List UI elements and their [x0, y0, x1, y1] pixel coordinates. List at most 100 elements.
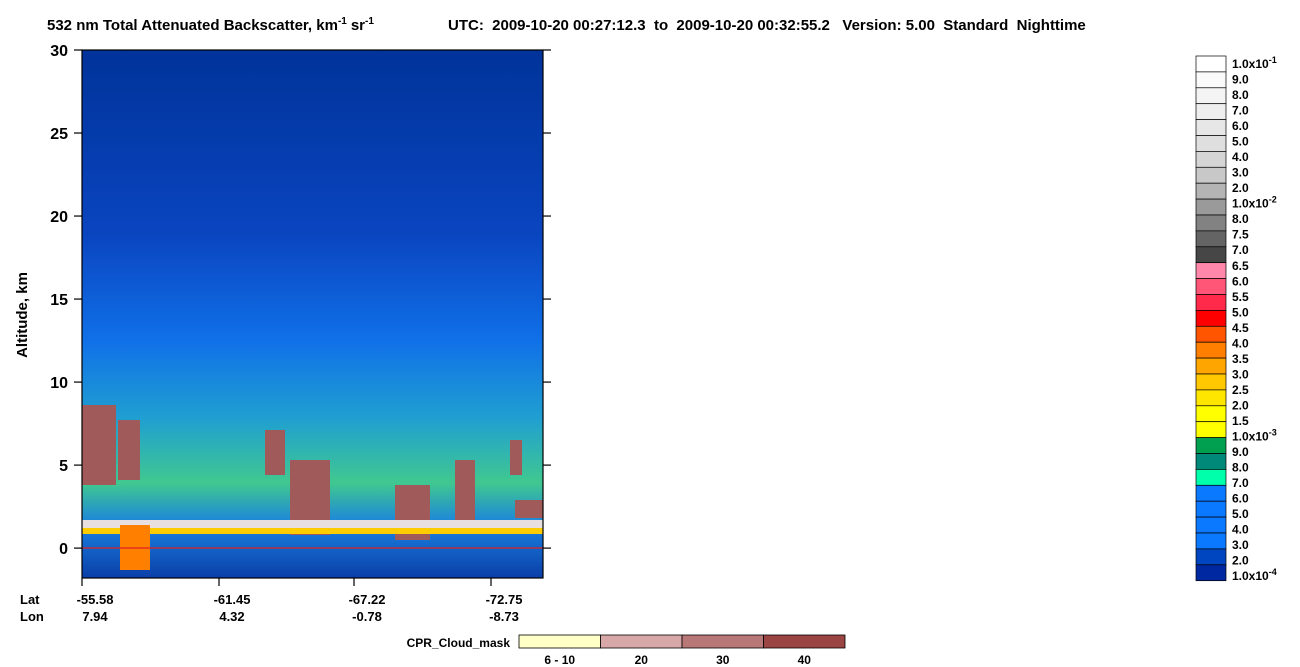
y-tick-label: 25: [50, 126, 68, 143]
colorbar-label: 1.5: [1232, 414, 1249, 428]
colorbar-box: [1195, 341, 1227, 359]
plot-frame: [81, 49, 544, 579]
colorbar-label: 7.5: [1232, 228, 1249, 242]
colorbar-box: [1195, 310, 1227, 327]
cloud-mask-box: [763, 634, 846, 649]
cloud-mask-label: 30: [716, 653, 730, 667]
colorbar-box: [1195, 262, 1227, 279]
colorbar-label: 2.0: [1232, 398, 1249, 412]
colorbar-box: [1195, 564, 1227, 582]
colorbar-box: [1195, 182, 1227, 200]
colorbar-label: 4.0: [1232, 523, 1249, 537]
colorbar-box: [1195, 469, 1227, 486]
cloud-mask-title: CPR_Cloud_mask: [407, 636, 511, 650]
y-axis-label: Altitude, km: [14, 272, 31, 358]
colorbar-label: 5.0: [1232, 135, 1249, 149]
colorbar-box: [1195, 405, 1227, 423]
colorbar-box: [1195, 87, 1227, 105]
colorbar-box: [1195, 516, 1227, 534]
cloud-mask-box: [600, 634, 683, 649]
title-sup: -1: [365, 16, 374, 27]
colorbar-label-exp: -3: [1269, 427, 1277, 437]
colorbar-label: 9.0: [1232, 73, 1249, 87]
colorbar-label: 7.0: [1232, 243, 1249, 257]
colorbar-label: 3.5: [1232, 352, 1249, 366]
colorbar-label: 6.0: [1232, 492, 1249, 506]
colorbar-label-exp: -1: [1269, 55, 1277, 65]
plot-field: [82, 50, 543, 578]
colorbar-label-base: 1.0x10: [1232, 57, 1269, 71]
colorbar-label: 7.0: [1232, 476, 1249, 490]
colorbar-label-base: 1.0x10: [1232, 429, 1269, 443]
colorbar-label: 6.5: [1232, 259, 1249, 273]
colorbar-box: [1195, 214, 1227, 232]
colorbar-label: 6.0: [1232, 274, 1249, 288]
colorbar-box: [1195, 373, 1227, 391]
colorbar-label: 2.5: [1232, 383, 1249, 397]
colorbar-label: 1.0x10-3: [1232, 427, 1277, 443]
y-tick-label: 5: [59, 458, 68, 475]
colorbar-label: 6.0: [1232, 119, 1249, 133]
colorbar-box: [1195, 166, 1227, 184]
x-tick-label: -8.73: [489, 609, 519, 624]
colorbar-label: 1.0x10-1: [1232, 55, 1277, 71]
colorbar-label: 5.0: [1232, 507, 1249, 521]
y-tick-label: 10: [50, 375, 68, 392]
colorbar-label: 4.5: [1232, 321, 1249, 335]
colorbar-label: 1.0x10-4: [1232, 567, 1277, 583]
y-tick-label: 30: [50, 43, 68, 60]
title-unit: sr: [351, 17, 365, 34]
y-tick-label: 0: [59, 541, 68, 558]
chart-info: UTC: 2009-10-20 00:27:12.3 to 2009-10-20…: [448, 17, 1086, 34]
colorbar-label: 3.0: [1232, 166, 1249, 180]
colorbar-label: 4.0: [1232, 336, 1249, 350]
colorbar-box: [1195, 532, 1227, 550]
x-tick-label: -61.45: [214, 592, 251, 607]
colorbar-box: [1195, 198, 1227, 216]
colorbar-label: 8.0: [1232, 88, 1249, 102]
colorbar-label: 3.0: [1232, 367, 1249, 381]
x-row-name: Lon: [20, 609, 44, 624]
x-tick-label: -72.75: [486, 592, 523, 607]
colorbar-box: [1195, 103, 1227, 120]
colorbar-box: [1195, 71, 1227, 89]
colorbar-box: [1195, 278, 1227, 295]
colorbar-label: 7.0: [1232, 104, 1249, 118]
chart-title: 532 nm Total Attenuated Backscatter, km -…: [47, 16, 374, 34]
colorbar-box: [1195, 151, 1227, 168]
cloud-mask-label: 6 - 10: [544, 653, 575, 667]
x-tick-label: -67.22: [349, 592, 386, 607]
colorbar-box: [1195, 55, 1227, 73]
cloud-mask-box: [681, 634, 764, 649]
colorbar-box: [1195, 246, 1227, 264]
colorbar-label: 2.0: [1232, 181, 1249, 195]
colorbar-box: [1195, 389, 1227, 407]
colorbar-box: [1195, 135, 1227, 152]
cloud-mask-label: 40: [798, 653, 812, 667]
colorbar-box: [1195, 294, 1227, 311]
colorbar-box: [1195, 230, 1227, 248]
colorbar-label: 8.0: [1232, 461, 1249, 475]
cloud-mask-label: 20: [635, 653, 649, 667]
colorbar-label: 8.0: [1232, 212, 1249, 226]
colorbar-box: [1195, 548, 1227, 566]
title-main: 532 nm Total Attenuated Backscatter, km: [47, 17, 338, 34]
colorbar-box: [1195, 437, 1227, 454]
y-tick-label: 15: [50, 292, 68, 309]
colorbar-label-exp: -4: [1269, 567, 1277, 577]
colorbar-box: [1195, 119, 1227, 136]
colorbar-label: 5.0: [1232, 305, 1249, 319]
colorbar-label: 1.0x10-2: [1232, 195, 1277, 211]
colorbar-label-base: 1.0x10: [1232, 197, 1269, 211]
colorbar-box: [1195, 484, 1227, 502]
colorbar-label: 5.5: [1232, 290, 1249, 304]
colorbar-box: [1195, 421, 1227, 438]
cloud-mask-box: [518, 634, 601, 649]
x-tick-label: -0.78: [352, 609, 382, 624]
colorbar-label: 4.0: [1232, 150, 1249, 164]
x-tick-label: 4.32: [219, 609, 244, 624]
colorbar-label: 3.0: [1232, 538, 1249, 552]
colorbar-box: [1195, 357, 1227, 375]
colorbar-label-exp: -2: [1269, 195, 1277, 205]
